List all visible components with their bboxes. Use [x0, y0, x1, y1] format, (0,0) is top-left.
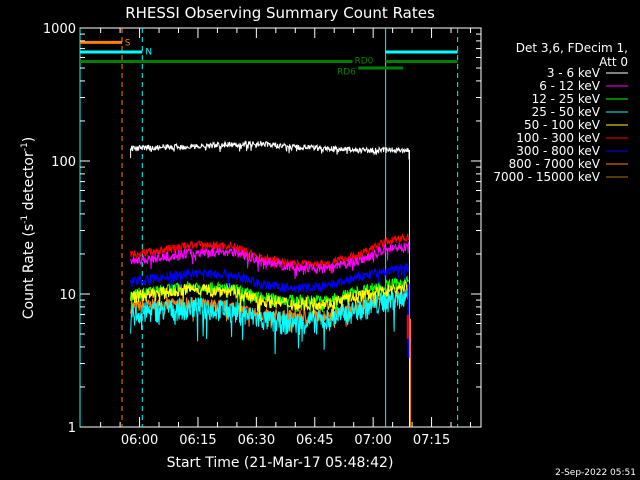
- x-tick-label: 07:15: [413, 433, 450, 448]
- vertical-markers: [79, 28, 459, 427]
- x-axis: 06:00 06:15 06:30 06:45 07:00 07:15: [100, 28, 471, 448]
- series-line-6-12-kev: [130, 241, 410, 280]
- flag-s-label: S: [125, 39, 131, 49]
- series-line-300-800-kev: [130, 261, 410, 294]
- legend-label-100-300-kev: 100 - 300 keV: [516, 131, 600, 145]
- y-axis-title-mid: detector: [21, 151, 37, 215]
- series-line-25-50-kev: [130, 284, 410, 355]
- x-tick-label: 07:00: [354, 433, 391, 448]
- legend-label-300-800-kev: 300 - 800 keV: [516, 144, 600, 158]
- legend-label-25-50-kev: 25 - 50 keV: [532, 105, 601, 119]
- y-tick-label: 1: [68, 421, 76, 436]
- y-tick-label: 1000: [43, 22, 76, 37]
- y-axis-title-sup1: -1: [20, 215, 30, 224]
- legend-label-3-6-kev: 3 - 6 keV: [547, 66, 601, 80]
- flag-rd6-label: RD6: [337, 67, 356, 77]
- x-tick-label: 06:30: [238, 433, 275, 448]
- legend-label-800-7000-kev: 800 - 7000 keV: [509, 157, 601, 171]
- flag-n-label: N: [145, 47, 152, 57]
- legend-header-line2: Att 0: [599, 55, 628, 69]
- legend-label-50-100-kev: 50 - 100 keV: [524, 118, 601, 132]
- chart-title: RHESSI Observing Summary Count Rates: [125, 4, 435, 22]
- y-axis-title-prefix: Count Rate (s: [21, 224, 37, 319]
- y-axis-title-sup2: -1: [20, 142, 30, 151]
- count-rate-series: [130, 139, 411, 427]
- legend-label-6-12-kev: 6 - 12 keV: [539, 79, 601, 93]
- flag-rd0-label: RD0: [354, 56, 373, 66]
- y-tick-label: 100: [51, 155, 76, 170]
- legend-label-12-25-kev: 12 - 25 keV: [532, 92, 601, 106]
- series-line-3-6-kev: [130, 139, 410, 156]
- series-line-50-100-kev: [130, 279, 410, 319]
- x-tick-label: 06:45: [296, 433, 333, 448]
- legend-header-line1: Det 3,6, FDecim 1,: [516, 41, 628, 55]
- x-tick-label: 06:15: [179, 433, 216, 448]
- footer-timestamp: 2-Sep-2022 05:51: [555, 468, 636, 478]
- x-tick-label: 06:00: [121, 433, 158, 448]
- y-tick-label: 10: [59, 288, 76, 303]
- y-axis-title: Count Rate (s-1 detector-1): [20, 137, 37, 319]
- y-axis-title-suffix: ): [21, 137, 37, 142]
- y-axis: 1 10 100 1000: [43, 22, 481, 436]
- x-axis-title: Start Time (21-Mar-17 05:48:42): [167, 455, 394, 471]
- legend-label-7000-15000-kev: 7000 - 15000 keV: [493, 170, 600, 184]
